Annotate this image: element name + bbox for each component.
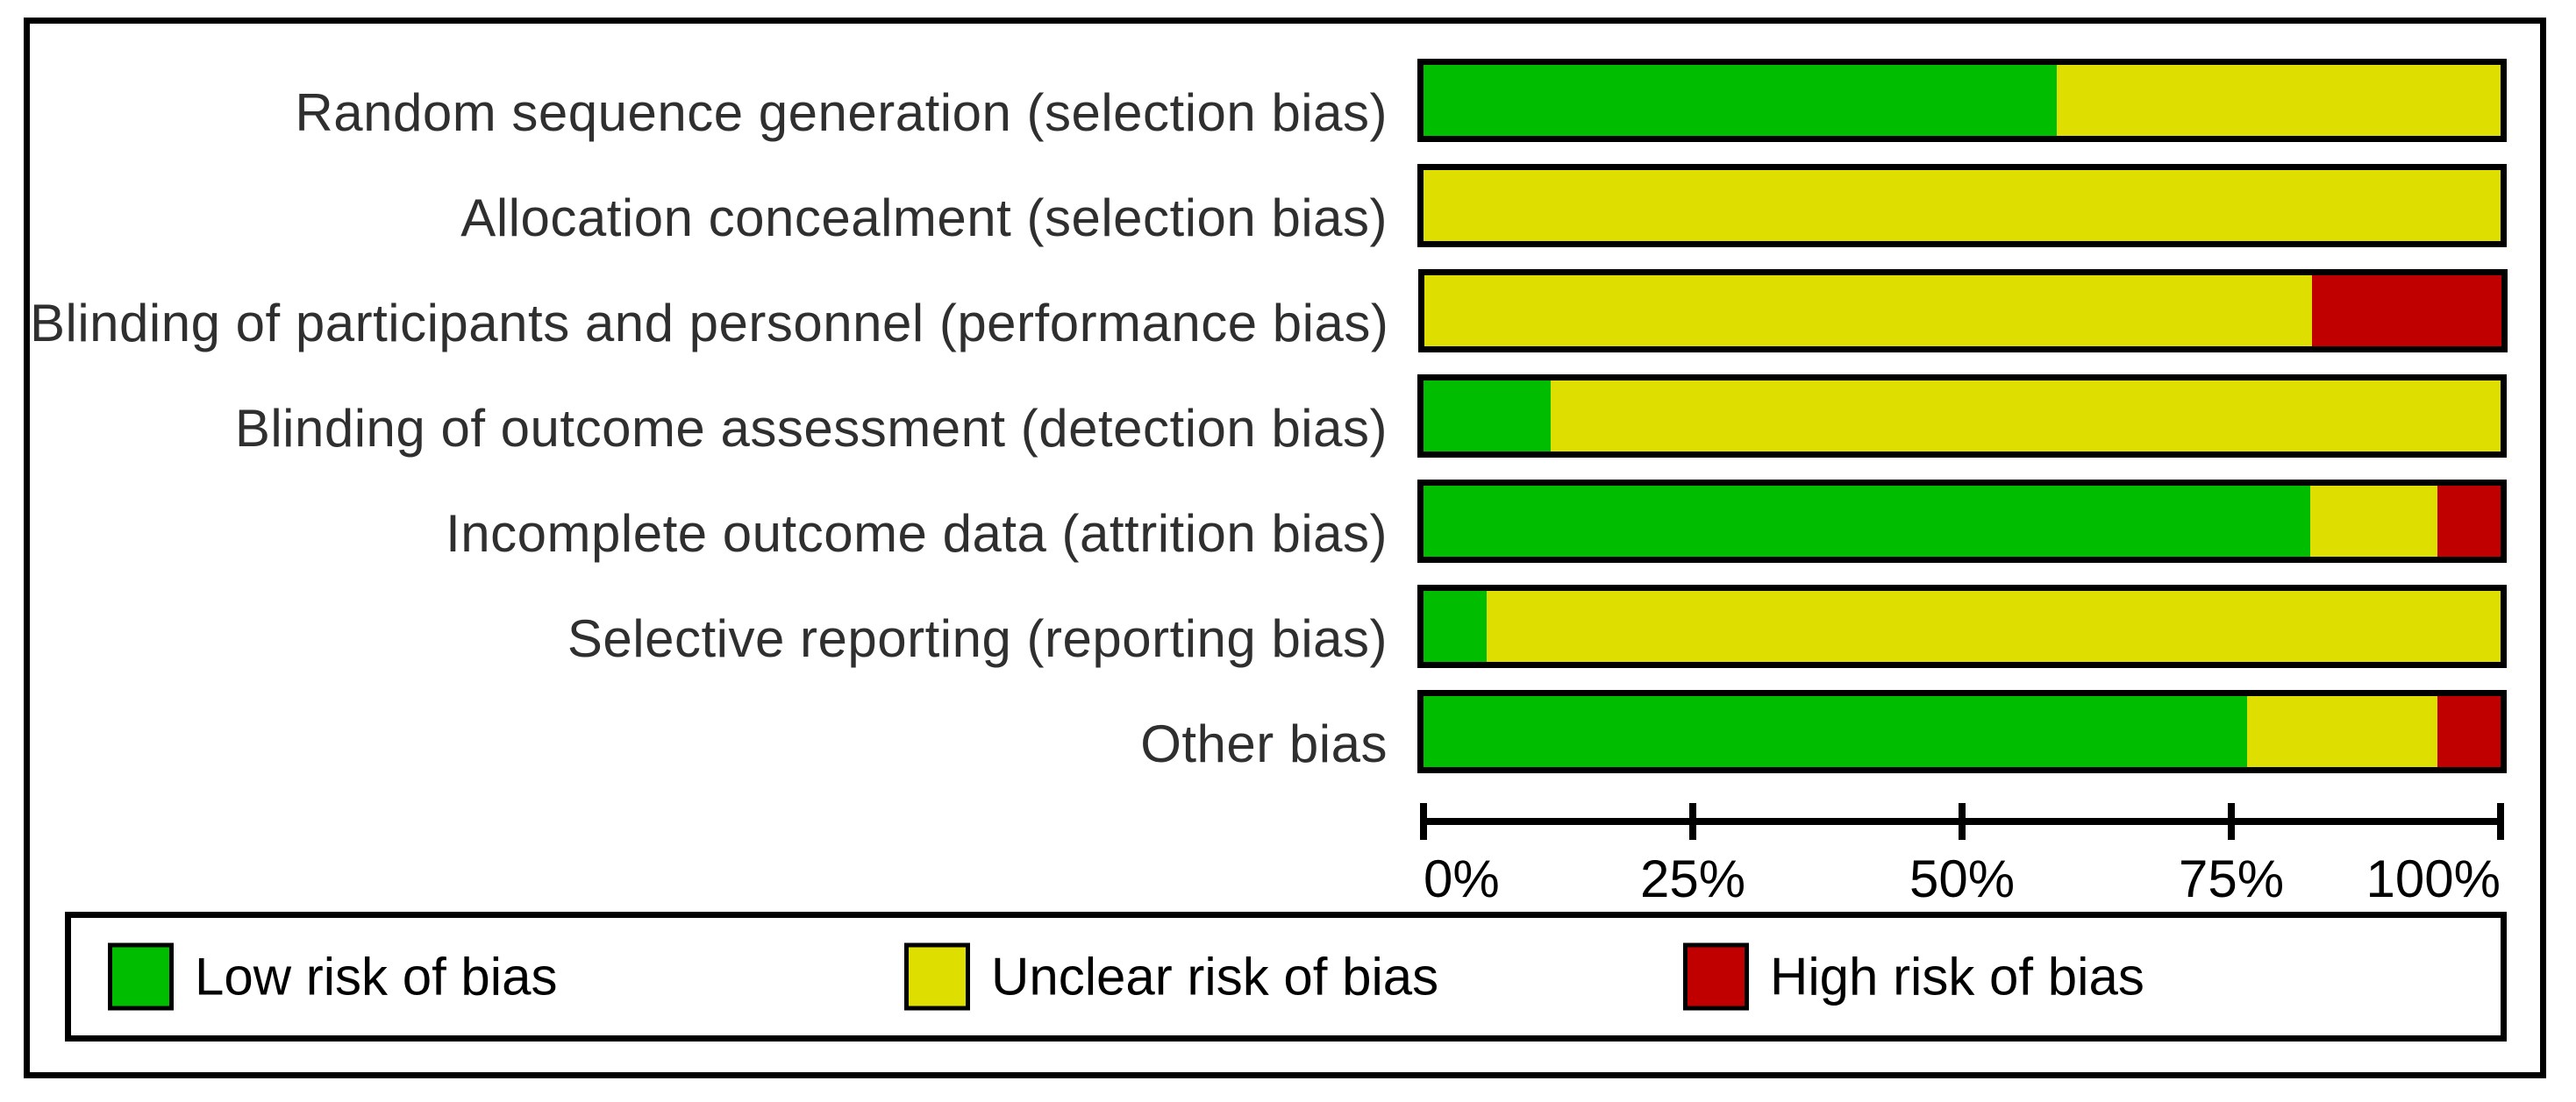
category-label: Random sequence generation (selection bi… [295, 82, 1388, 142]
stacked-bar [1417, 689, 2507, 773]
stacked-bar [1418, 268, 2508, 352]
category-row: Other bias [30, 679, 2540, 784]
axis-tick-label: 25% [1639, 850, 1746, 908]
stacked-bar [1417, 163, 2507, 247]
chart-frame: Random sequence generation (selection bi… [24, 18, 2546, 1078]
legend-swatch-low [108, 942, 174, 1011]
legend-label: Unclear risk of bias [991, 947, 1439, 1006]
axis-tick-label: 75% [2178, 850, 2285, 908]
axis-tick [1959, 803, 1966, 840]
stacked-bar [1417, 584, 2507, 668]
axis-tick [1420, 803, 1427, 840]
stacked-bar [1417, 58, 2507, 142]
category-row: Random sequence generation (selection bi… [30, 47, 2540, 153]
legend-entry-unclear: Unclear risk of bias [904, 942, 1439, 1011]
axis-tick-label: 50% [1909, 850, 2016, 908]
legend: Low risk of bias Unclear risk of bias High… [65, 912, 2507, 1042]
axis-tick [2228, 803, 2235, 840]
category-row: Blinding of participants and personnel (… [30, 258, 2540, 363]
x-axis: 0% 25% 50% 75% 100% [1420, 803, 2504, 908]
legend-label: High risk of bias [1770, 947, 2144, 1006]
stacked-bar [1417, 479, 2507, 563]
legend-entry-high: High risk of bias [1683, 942, 2144, 1011]
segment-high [2437, 485, 2501, 557]
legend-swatch-high [1683, 942, 1749, 1011]
category-label: Other bias [1140, 714, 1388, 773]
axis-tick-label: 0% [1424, 850, 1500, 908]
category-label: Blinding of outcome assessment (detectio… [234, 398, 1388, 458]
axis-tick [1689, 803, 1696, 840]
category-label: Incomplete outcome data (attrition bias) [446, 503, 1388, 563]
legend-label: Low risk of bias [195, 947, 558, 1006]
segment-unclear [1487, 590, 2501, 662]
category-rows: Random sequence generation (selection bi… [30, 47, 2540, 784]
segment-unclear [1424, 274, 2313, 346]
stacked-bar [1417, 373, 2507, 458]
category-label: Selective reporting (reporting bias) [567, 608, 1388, 668]
segment-low [1424, 380, 1551, 451]
segment-low [1424, 590, 1488, 662]
category-row: Selective reporting (reporting bias) [30, 573, 2540, 679]
segment-high [2312, 274, 2502, 346]
legend-entry-low: Low risk of bias [108, 942, 558, 1011]
legend-swatch-unclear [904, 942, 970, 1011]
category-row: Incomplete outcome data (attrition bias) [30, 468, 2540, 573]
segment-unclear [2247, 695, 2437, 767]
segment-low [1424, 695, 2248, 767]
segment-low [1424, 64, 2058, 136]
category-row: Allocation concealment (selection bias) [30, 153, 2540, 258]
segment-low [1424, 485, 2310, 557]
segment-high [2437, 695, 2501, 767]
segment-unclear [1424, 169, 2501, 241]
axis-tick [2497, 803, 2504, 840]
segment-unclear [1550, 380, 2501, 451]
category-label: Blinding of participants and personnel (… [30, 293, 1389, 352]
segment-unclear [2057, 64, 2501, 136]
segment-unclear [2309, 485, 2437, 557]
axis-tick-label: 100% [2365, 850, 2501, 908]
category-row: Blinding of outcome assessment (detectio… [30, 363, 2540, 468]
category-label: Allocation concealment (selection bias) [460, 188, 1388, 247]
